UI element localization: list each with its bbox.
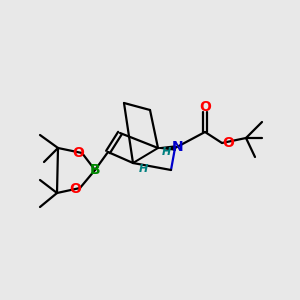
Text: B: B <box>90 163 100 177</box>
Text: N: N <box>172 140 184 154</box>
Text: H: H <box>161 147 171 157</box>
Text: O: O <box>199 100 211 114</box>
Polygon shape <box>158 146 175 150</box>
Text: O: O <box>69 182 81 196</box>
Text: O: O <box>72 146 84 160</box>
Text: O: O <box>222 136 234 150</box>
Text: H: H <box>138 164 148 174</box>
